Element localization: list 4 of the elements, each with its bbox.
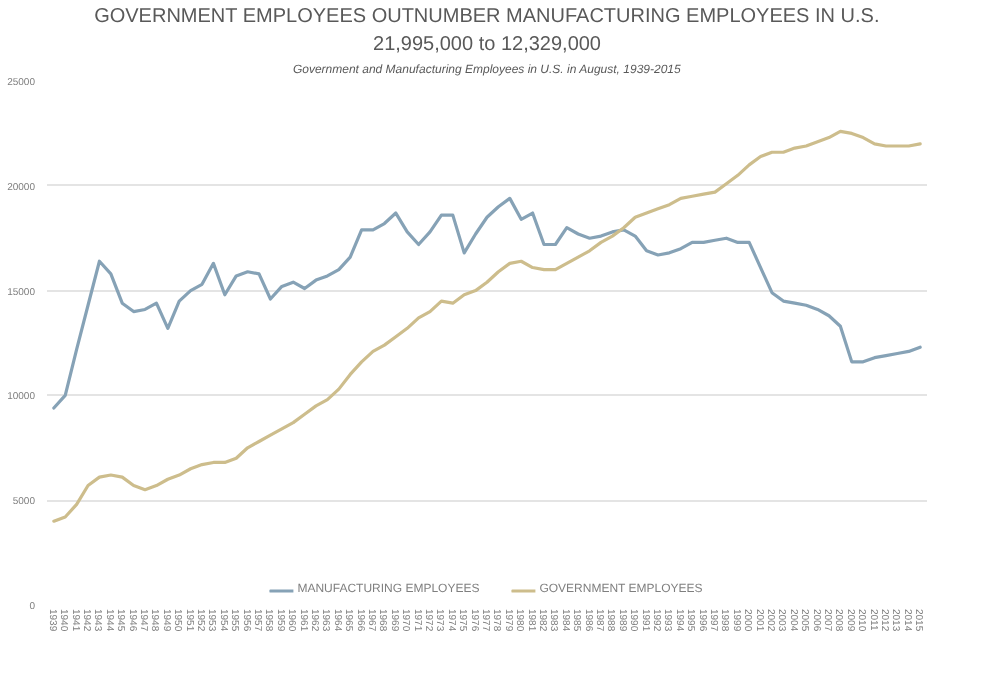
line-series: [52, 129, 922, 523]
line-series: [52, 196, 922, 410]
chart-subtitle: 21,995,000 to 12,329,000: [373, 34, 602, 56]
chart-title: GOVERNMENT EMPLOYEES OUTNUMBER MANUFACTURING EMPLOYEES IN U.S.: [94, 6, 880, 28]
